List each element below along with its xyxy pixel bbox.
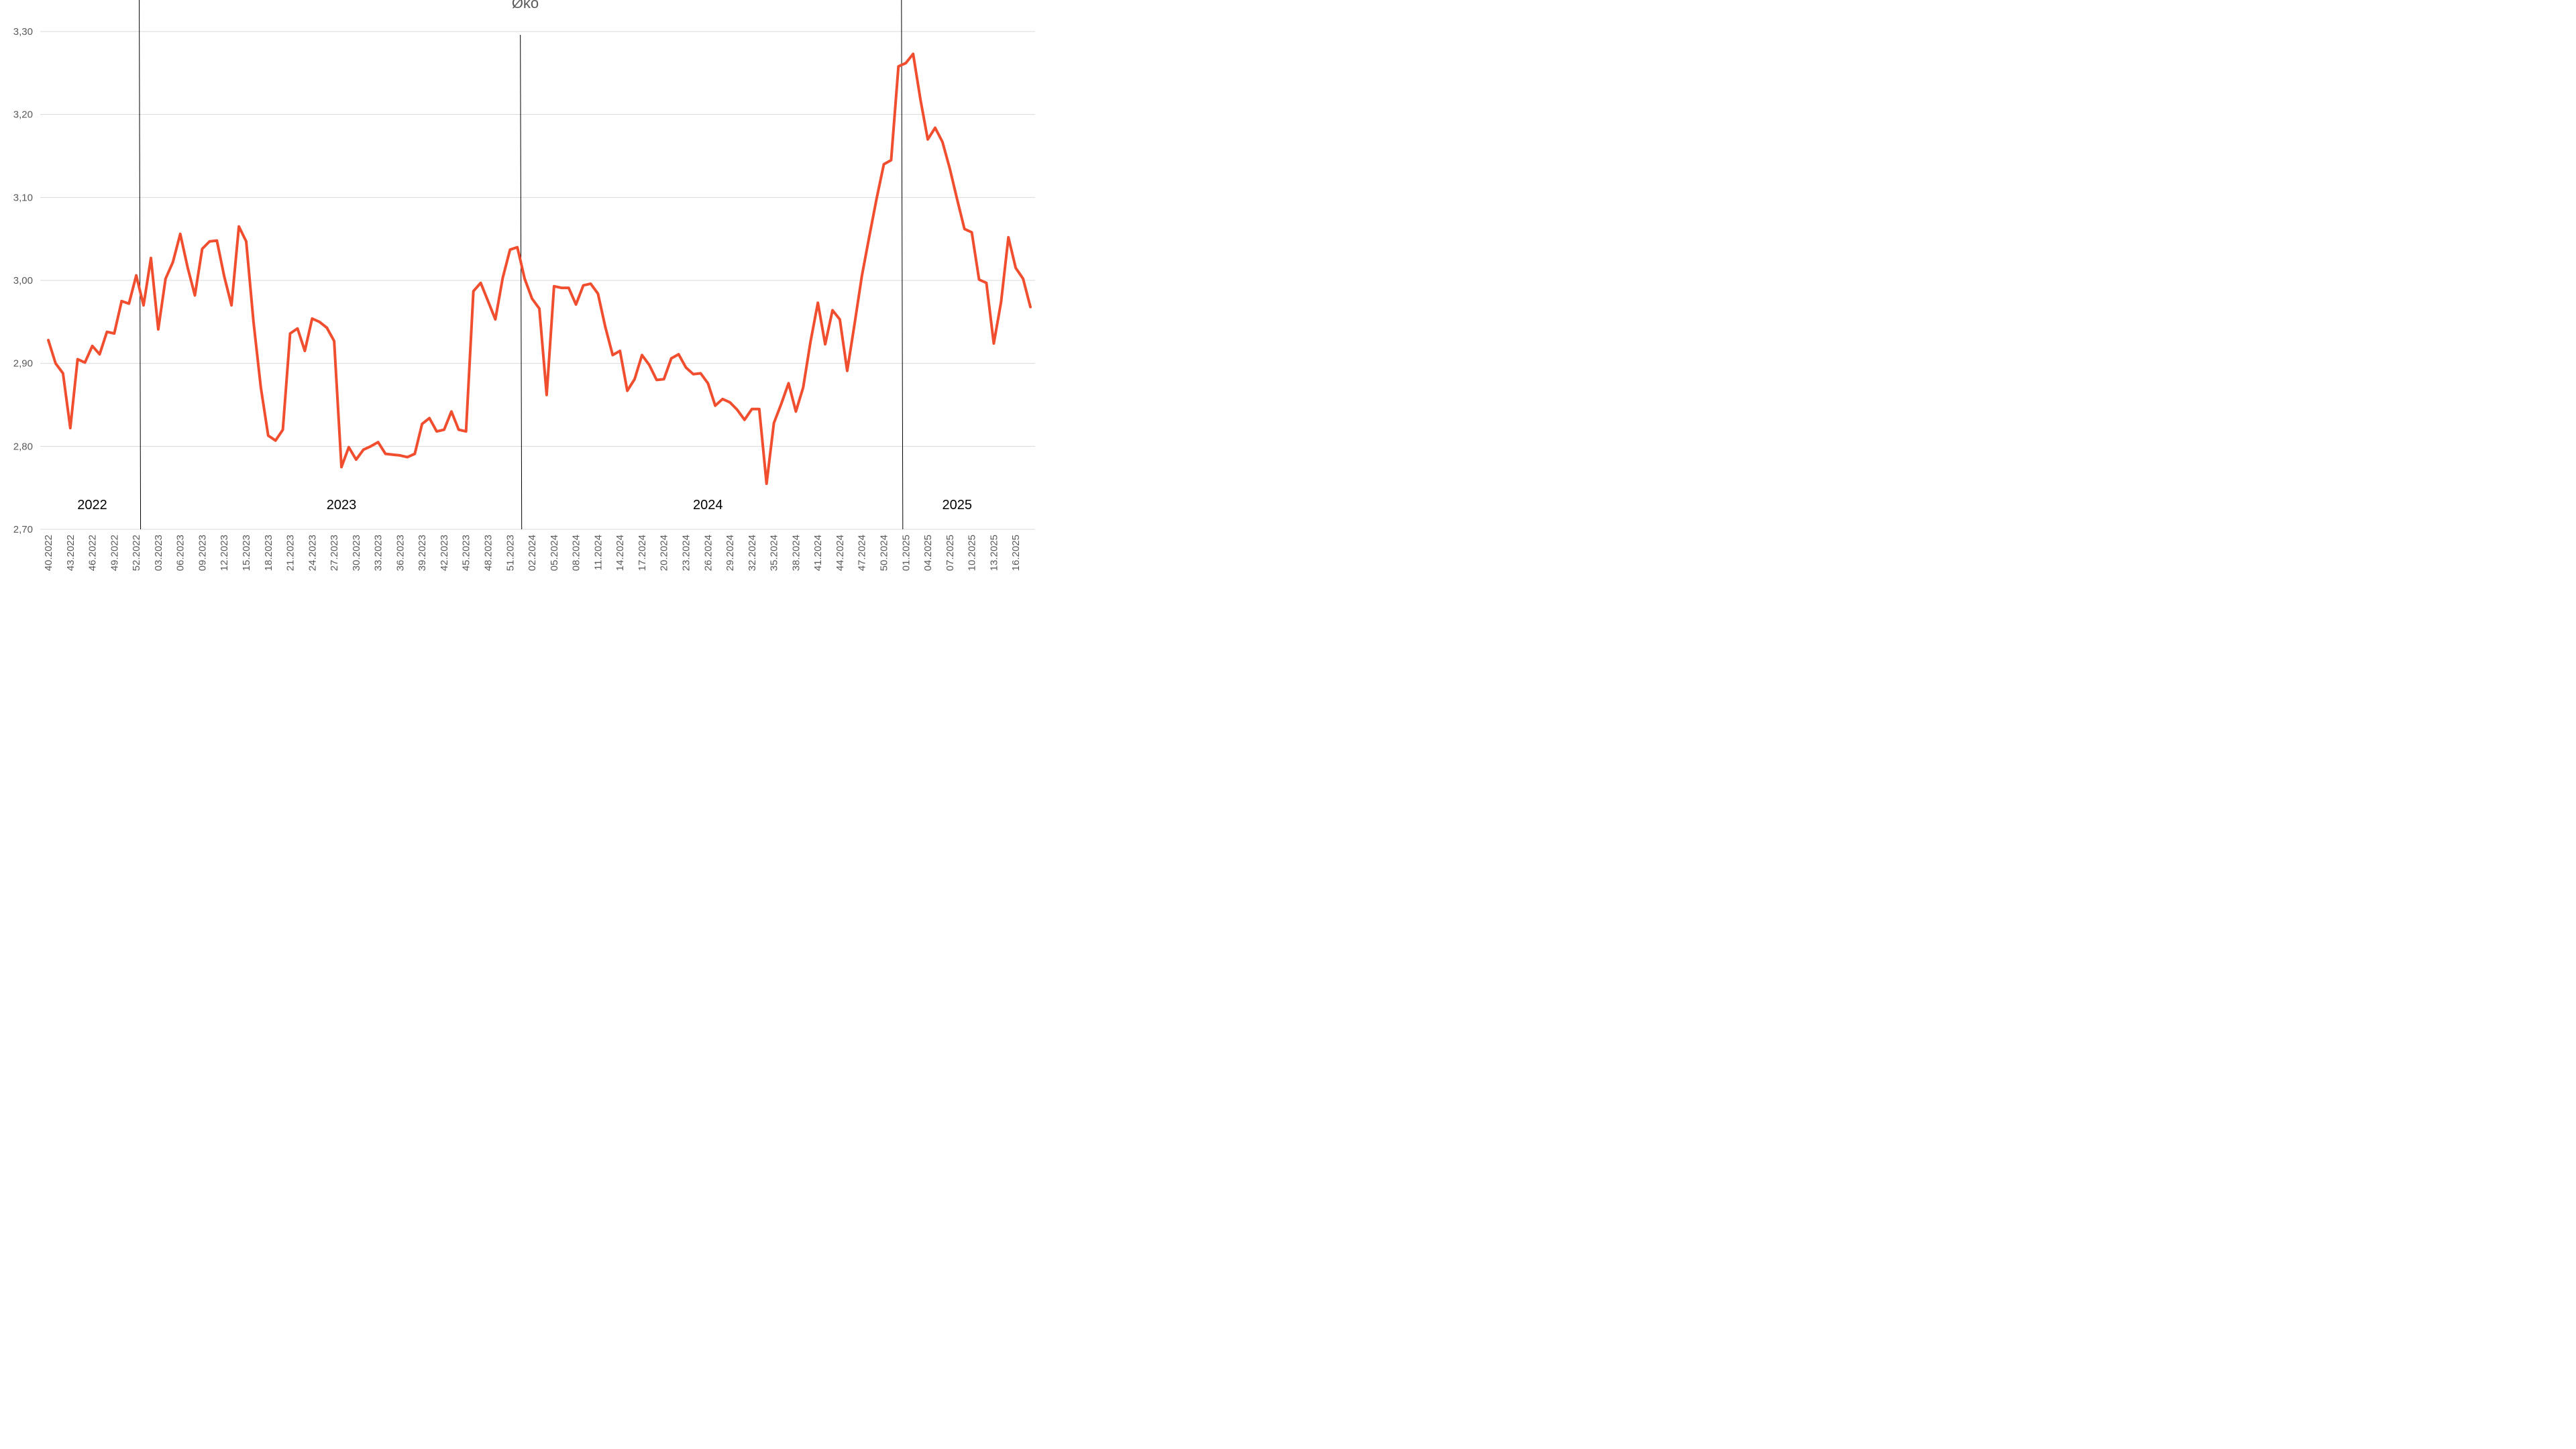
x-tick-label: 49.2022 [109,535,120,571]
year-divider [520,34,523,530]
x-tick-label: 23.2024 [681,535,692,571]
x-tick-label: 05.2024 [549,535,560,571]
gridlines [40,31,1035,530]
y-tick-label: 3,10 [13,192,33,203]
x-tick-label: 47.2024 [857,535,868,571]
x-tick-label: 08.2024 [571,535,582,571]
x-tick-label: 02.2024 [527,535,538,571]
x-tick-label: 39.2023 [417,535,428,571]
year-label: 2023 [327,498,357,513]
x-tick-label: 46.2022 [87,535,99,571]
x-tick-label: 26.2024 [702,535,714,571]
x-tick-label: 14.2024 [614,535,626,571]
y-tick-label: 3,00 [13,275,33,286]
x-tick-label: 40.2022 [43,535,54,571]
x-tick-label: 41.2024 [812,535,824,571]
x-tick-label: 20.2024 [659,535,670,571]
y-axis-tick-labels: 2,70 2,80 2,90 3,00 3,10 3,20 3,30 [13,26,33,535]
line-chart: 2,70 2,80 2,90 3,00 3,10 3,20 3,30 40.2022 43.2… [13,0,1035,571]
y-tick-label: 2,70 [13,524,33,535]
x-tick-label: 32.2024 [747,535,758,571]
year-divider [139,0,142,530]
x-tick-label: 13.2025 [988,535,1000,571]
x-tick-label: 29.2024 [724,535,736,571]
x-tick-label: 42.2023 [439,535,450,571]
x-tick-label: 38.2024 [790,535,802,571]
year-dividers [139,0,904,530]
x-tick-label: 30.2023 [351,535,362,571]
x-tick-label: 10.2025 [967,535,978,571]
x-tick-label: 01.2025 [900,535,912,571]
y-tick-label: 3,30 [13,26,33,38]
y-tick-label: 3,20 [13,109,33,121]
x-tick-label: 52.2022 [131,535,142,571]
x-tick-label: 09.2023 [197,535,208,571]
x-tick-label: 48.2023 [483,535,494,571]
x-tick-label: 21.2023 [285,535,297,571]
x-tick-label: 06.2023 [175,535,186,571]
x-tick-label: 16.2025 [1010,535,1022,571]
x-tick-label: 07.2025 [945,535,956,571]
year-divider [901,0,904,530]
x-tick-label: 33.2023 [373,535,384,571]
x-tick-label: 50.2024 [878,535,890,571]
x-tick-label: 12.2023 [219,535,230,571]
x-tick-label: 36.2023 [394,535,406,571]
x-tick-label: 44.2024 [835,535,846,571]
year-labels: 2022 2023 2024 2025 [77,498,972,513]
x-tick-label: 51.2023 [504,535,516,571]
x-tick-label: 03.2023 [153,535,164,571]
y-tick-label: 2,90 [13,358,33,370]
x-tick-label: 43.2022 [65,535,76,571]
x-tick-label: 45.2023 [461,535,472,571]
series-line [47,52,1032,485]
x-tick-label: 15.2023 [241,535,252,571]
year-label: 2024 [693,498,723,513]
x-tick-label: 35.2024 [769,535,780,571]
x-axis-tick-labels: 40.2022 43.2022 46.2022 49.2022 52.2022 03.20… [43,535,1022,571]
x-tick-label: 04.2025 [922,535,934,571]
year-label: 2022 [77,498,107,513]
x-tick-label: 11.2024 [592,535,604,570]
x-tick-label: 27.2023 [329,535,340,571]
y-tick-label: 2,80 [13,441,33,452]
x-tick-label: 18.2023 [263,535,274,571]
x-tick-label: 17.2024 [637,535,648,571]
year-label: 2025 [942,498,972,513]
chart-title: Øko [512,0,539,11]
x-tick-label: 24.2023 [307,535,318,571]
